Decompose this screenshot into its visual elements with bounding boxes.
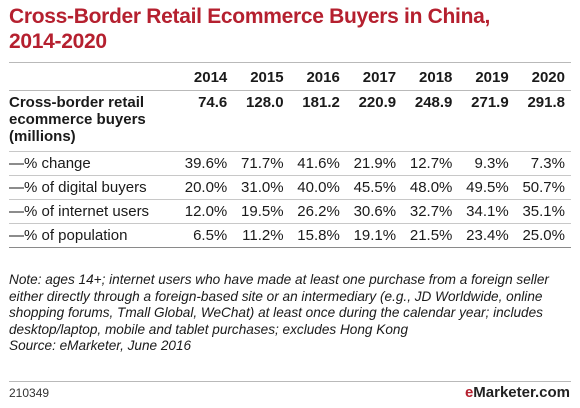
table-cell: 15.8% — [289, 223, 346, 248]
table-cell: 25.0% — [514, 223, 571, 248]
row-label: —% change — [9, 151, 177, 176]
table-row: —% change 39.6% 71.7% 41.6% 21.9% 12.7% 9.3% 7.… — [9, 151, 571, 176]
table-cell: 12.7% — [402, 151, 459, 176]
column-header-2019: 2019 — [458, 66, 515, 91]
row-label: —% of population — [9, 223, 177, 248]
table-cell: 50.7% — [514, 175, 571, 200]
table-cell: 45.5% — [345, 175, 403, 200]
table-cell: 9.3% — [458, 151, 515, 176]
row-label: —% of digital buyers — [9, 175, 177, 200]
table-body: Cross-border retail ecommerce buyers (mi… — [9, 90, 571, 248]
table-cell: 248.9 — [402, 90, 459, 152]
brand-logo-text: Marketer.com — [473, 384, 570, 401]
table-cell: 40.0% — [289, 175, 346, 200]
table-cell: 291.8 — [514, 90, 571, 152]
source-text: Source: eMarketer, June 2016 — [9, 338, 192, 353]
column-header-2014: 2014 — [177, 66, 234, 91]
row-label: —% of internet users — [9, 199, 177, 224]
brand-logo-e: e — [464, 384, 474, 401]
chart-title: Cross-Border Retail Ecommerce Buyers in … — [9, 4, 569, 54]
header-corner — [9, 66, 177, 91]
table-cell: 271.9 — [458, 90, 515, 152]
table-cell: 6.5% — [177, 223, 234, 248]
table-row: Cross-border retail ecommerce buyers (mi… — [9, 90, 571, 152]
brand-logo: eMarketer.com — [465, 384, 570, 401]
table-cell: 39.6% — [177, 151, 234, 176]
table-cell: 74.6 — [177, 90, 234, 152]
table-row: —% of internet users 12.0% 19.5% 26.2% 30.6%… — [9, 199, 571, 224]
table-cell: 49.5% — [458, 175, 515, 200]
table-cell: 23.4% — [458, 223, 515, 248]
table-row: —% of population 6.5% 11.2% 15.8% 19.1% 21.5%… — [9, 223, 571, 248]
chart-title-line-1: Cross-Border Retail Ecommerce Buyers in … — [9, 5, 491, 28]
table-cell: 21.9% — [345, 151, 403, 176]
chart-note: Note: ages 14+; internet users who have … — [9, 272, 569, 355]
column-header-2016: 2016 — [289, 66, 346, 91]
footer-divider — [9, 381, 571, 382]
table-cell: 34.1% — [458, 199, 515, 224]
column-header-2018: 2018 — [402, 66, 459, 91]
table-cell: 20.0% — [177, 175, 234, 200]
table-row: —% of digital buyers 20.0% 31.0% 40.0% 45.5%… — [9, 175, 571, 200]
table-cell: 11.2% — [233, 223, 290, 248]
table-cell: 30.6% — [345, 199, 403, 224]
column-header-2017: 2017 — [345, 66, 403, 91]
column-header-2015: 2015 — [233, 66, 290, 91]
table-cell: 181.2 — [289, 90, 346, 152]
note-text: Note: ages 14+; internet users who have … — [9, 272, 549, 337]
table-cell: 31.0% — [233, 175, 290, 200]
table-cell: 12.0% — [177, 199, 234, 224]
table-cell: 128.0 — [233, 90, 290, 152]
table-cell: 26.2% — [289, 199, 346, 224]
title-divider — [9, 62, 571, 63]
chart-title-line-2: 2014-2020 — [9, 30, 107, 53]
table-cell: 19.5% — [233, 199, 290, 224]
data-table: 2014 2015 2016 2017 2018 2019 2020 Cross-borde… — [9, 66, 571, 248]
table-cell: 19.1% — [345, 223, 403, 248]
table-cell: 220.9 — [345, 90, 403, 152]
table-cell: 71.7% — [233, 151, 290, 176]
table-cell: 41.6% — [289, 151, 346, 176]
table-cell: 7.3% — [514, 151, 571, 176]
table-cell: 48.0% — [402, 175, 459, 200]
table-cell: 32.7% — [402, 199, 459, 224]
chart-id: 210349 — [9, 386, 50, 400]
row-label: Cross-border retail ecommerce buyers (mi… — [9, 90, 177, 152]
table-cell: 35.1% — [514, 199, 571, 224]
column-header-2020: 2020 — [514, 66, 571, 91]
header-row: 2014 2015 2016 2017 2018 2019 2020 — [9, 66, 571, 91]
table-cell: 21.5% — [402, 223, 459, 248]
